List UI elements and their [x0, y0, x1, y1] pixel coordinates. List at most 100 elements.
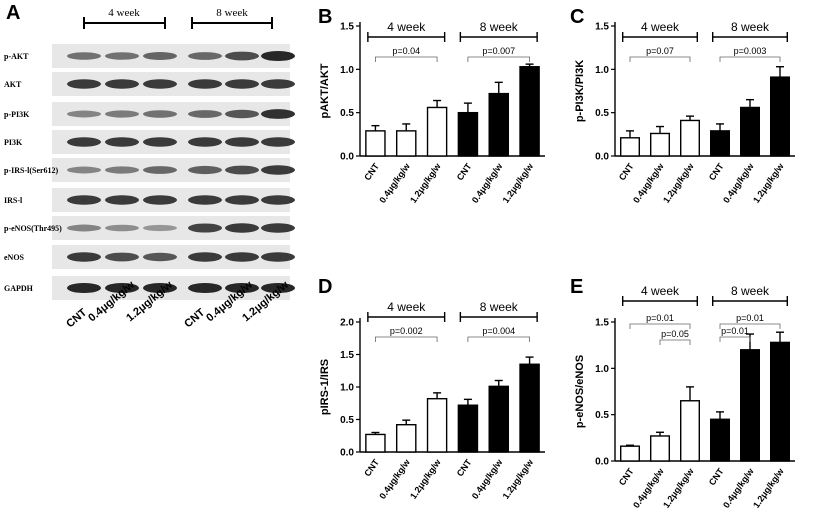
- blot-row-label: IRS-l: [4, 196, 23, 205]
- blot-band: [225, 195, 259, 205]
- y-tick-label: 2.0: [340, 318, 354, 329]
- blot-band: [143, 137, 177, 147]
- group-label: 8 week: [731, 284, 770, 298]
- blot-band: [188, 282, 222, 294]
- category-label: CNT: [455, 161, 474, 182]
- chart-e: 0.00.51.01.5p-eNOS/eNOSCNT0.4μg/kg/w1.2μ…: [574, 284, 795, 510]
- blot-band: [105, 52, 139, 60]
- bar: [426, 397, 448, 453]
- significance-bracket: [719, 56, 781, 62]
- p-value: p=0.01: [721, 326, 749, 336]
- bar: [395, 423, 417, 453]
- blot-band: [188, 110, 222, 118]
- blot-band: [261, 165, 295, 175]
- significance-bracket: [467, 336, 530, 342]
- category-label: CNT: [362, 457, 381, 478]
- blot-band: [105, 166, 139, 174]
- bar: [739, 106, 760, 157]
- y-tick-label: 0.5: [340, 108, 354, 119]
- blot-band: [67, 137, 101, 147]
- y-tick-label: 0.5: [340, 415, 354, 426]
- lane-label: CNT: [182, 306, 207, 330]
- y-tick-label: 1.5: [595, 22, 609, 33]
- significance-bracket: [719, 323, 781, 329]
- blot-band: [261, 109, 295, 119]
- blot-band: [67, 224, 101, 232]
- significance-bracket: [629, 56, 691, 62]
- category-label: 1.2μg/kg/w: [661, 466, 696, 510]
- bar: [679, 119, 700, 157]
- blot-band: [143, 166, 177, 174]
- group-label: 8 week: [480, 300, 519, 314]
- y-tick-label: 1.0: [595, 364, 609, 375]
- p-value: p=0.05: [661, 329, 689, 339]
- category-label: 1.2μg/kg/w: [661, 161, 696, 205]
- panel-label-b: B: [318, 6, 333, 28]
- blot-band: [105, 224, 139, 232]
- bar: [649, 435, 670, 462]
- blot-band: [105, 195, 139, 205]
- blot-row-label: eNOS: [4, 253, 25, 262]
- category-label: 1.2μg/kg/w: [751, 466, 786, 510]
- bar: [709, 418, 730, 462]
- p-value: p=0.04: [392, 46, 420, 56]
- blot-band: [261, 79, 295, 89]
- category-label: 0.4μg/kg/w: [470, 161, 505, 205]
- group-label: 4 week: [641, 284, 680, 298]
- bar: [739, 349, 760, 462]
- blot-band: [188, 79, 222, 89]
- chart-c: 0.00.51.01.5p-PI3K/PI3KCNT0.4μg/kg/w1.2μ…: [574, 20, 795, 205]
- group-label: 8 week: [731, 20, 770, 34]
- p-value: p=0.07: [646, 46, 674, 56]
- blot-row-label: p-AKT: [4, 52, 29, 61]
- blot-band: [67, 252, 101, 262]
- blot-band: [67, 166, 101, 174]
- blot-band: [225, 282, 259, 294]
- y-tick-label: 1.5: [595, 318, 609, 329]
- bar: [395, 130, 417, 157]
- blot-band: [188, 195, 222, 205]
- bar: [769, 341, 790, 462]
- group-label: 4 week: [641, 20, 680, 34]
- lane-label: CNT: [64, 306, 89, 330]
- category-label: CNT: [617, 466, 636, 487]
- category-label: CNT: [617, 161, 636, 182]
- blot-band: [225, 79, 259, 89]
- bar: [365, 433, 386, 453]
- group-label: 4 week: [387, 20, 426, 34]
- blot-band: [143, 224, 177, 232]
- y-tick-label: 0.0: [340, 448, 354, 459]
- blot-band: [188, 252, 222, 262]
- y-axis-label: p-eNOS/eNOS: [574, 355, 586, 428]
- y-axis-label: pAKT/AKT: [319, 63, 331, 118]
- category-label: 1.2μg/kg/w: [408, 161, 443, 205]
- group-label: 4 week: [387, 300, 426, 314]
- blot-band: [143, 110, 177, 118]
- group-label: 8 week: [480, 20, 519, 34]
- blot-band: [225, 137, 259, 147]
- panel-label-e: E: [570, 276, 584, 298]
- blot-band: [143, 252, 177, 262]
- bar: [488, 385, 510, 453]
- y-tick-label: 1.5: [340, 22, 354, 33]
- category-label: 0.4μg/kg/w: [377, 161, 412, 205]
- y-tick-label: 1.0: [340, 65, 354, 76]
- category-label: 1.2μg/kg/w: [751, 161, 786, 205]
- blot-band: [188, 165, 222, 175]
- bar: [426, 106, 448, 157]
- blot-band: [188, 52, 222, 60]
- category-label: 0.4μg/kg/w: [470, 457, 505, 501]
- p-value: p=0.01: [646, 313, 674, 323]
- blot-row-label: p-IRS-l(Ser612): [4, 166, 59, 175]
- blot-band: [261, 137, 295, 147]
- significance-bracket: [375, 56, 438, 62]
- blot-band: [225, 252, 259, 262]
- category-label: CNT: [707, 466, 726, 487]
- blot-band: [261, 223, 295, 233]
- blot-band: [143, 195, 177, 205]
- blot-row-label: PI3K: [4, 138, 23, 147]
- y-tick-label: 0.5: [595, 108, 609, 119]
- blot-band: [143, 282, 177, 294]
- bar: [519, 363, 540, 453]
- header-8week: 8 week: [216, 7, 248, 19]
